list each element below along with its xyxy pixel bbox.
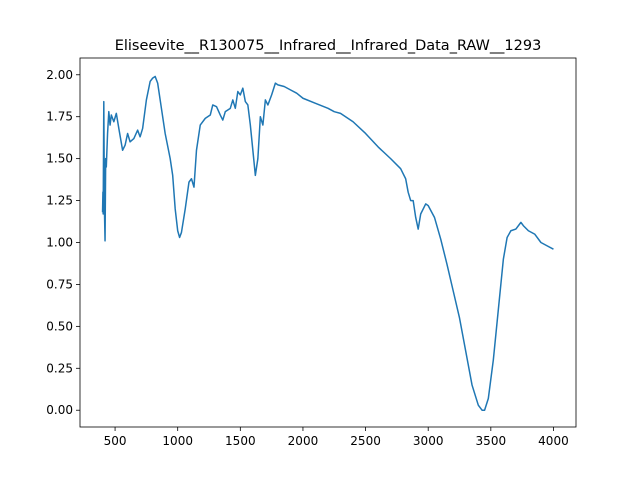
y-tick-label: 1.50 [46, 152, 73, 166]
x-tick-label: 3500 [476, 434, 507, 448]
y-tick-label: 0.50 [46, 319, 73, 333]
y-tick-label: 1.00 [46, 236, 73, 250]
x-tick-label: 1500 [225, 434, 256, 448]
y-tick-label: 1.75 [46, 110, 73, 124]
x-tick-label: 2000 [288, 434, 319, 448]
x-tick-label: 3000 [413, 434, 444, 448]
y-tick-label: 2.00 [46, 68, 73, 82]
y-tick-label: 1.25 [46, 194, 73, 208]
x-tick-label: 2500 [350, 434, 381, 448]
chart-title: Eliseevite__R130075__Infrared__Infrared_… [115, 38, 542, 54]
axes-frame [79, 57, 577, 428]
data-line [101, 75, 554, 411]
y-tick-label: 0.75 [46, 277, 73, 291]
y-tick-label: 0.25 [46, 361, 73, 375]
x-tick-label: 1000 [162, 434, 193, 448]
y-tick-label: 0.00 [46, 403, 73, 417]
x-tick-label: 500 [104, 434, 127, 448]
x-tick-label: 4000 [538, 434, 569, 448]
